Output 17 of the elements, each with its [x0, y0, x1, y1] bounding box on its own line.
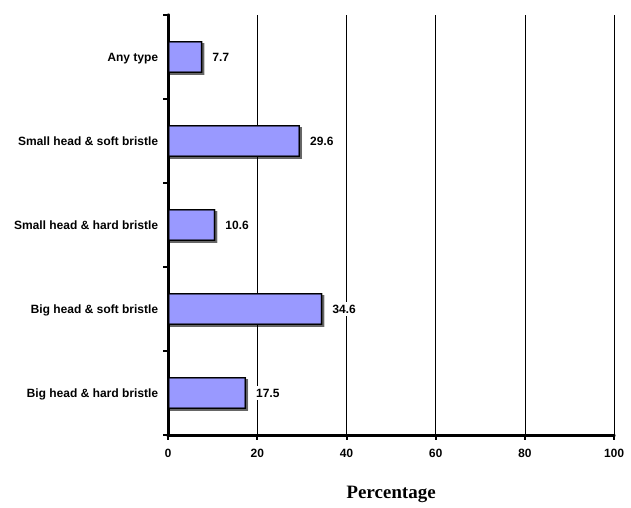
- data-label: 29.6: [310, 134, 334, 148]
- x-axis-title: Percentage: [346, 482, 436, 503]
- data-label: 10.6: [225, 218, 249, 232]
- y-tick-label: Big head & hard bristle: [26, 386, 158, 400]
- data-label: 34.6: [332, 302, 356, 316]
- y-tick-label: Small head & hard bristle: [14, 218, 158, 232]
- y-tick-label: Any type: [107, 50, 158, 64]
- x-tick-label: 60: [428, 446, 443, 460]
- x-tick-label: 100: [604, 446, 624, 460]
- x-tick-label: 40: [340, 446, 354, 460]
- y-tick-label: Small head & soft bristle: [18, 134, 158, 148]
- y-tick-label: Big head & soft bristle: [30, 302, 158, 316]
- x-tick-label: 20: [250, 446, 264, 460]
- data-label: 17.5: [256, 386, 280, 400]
- x-tick-label: 80: [518, 446, 532, 460]
- data-label: 7.7: [212, 50, 230, 64]
- x-tick-label: 0: [164, 446, 172, 460]
